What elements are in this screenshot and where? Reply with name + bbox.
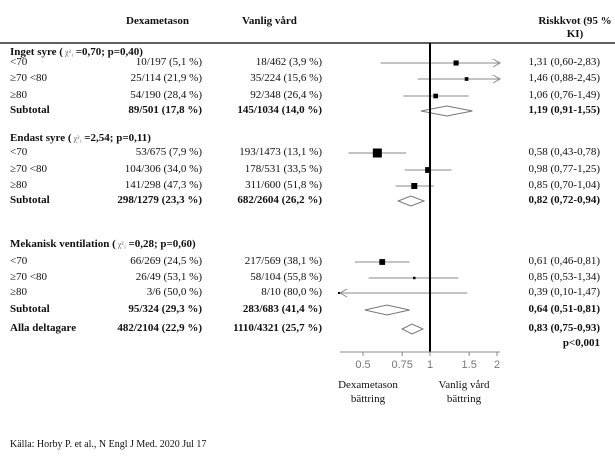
subtotal-1-label: Subtotal	[10, 194, 50, 206]
subtotal-2-rr: 0,64 (0,51-0,81)	[528, 303, 601, 315]
label-vanlig-vard: Vanlig vård	[438, 379, 490, 391]
row-0-1-usual: 35/224 (15,6 %)	[250, 72, 322, 84]
subtotal-2-label: Subtotal	[10, 303, 50, 315]
overall-p-value: p<0,001	[562, 337, 600, 349]
header-vanlig-vard: Vanlig vård	[242, 15, 297, 27]
row-2-1-usual: 58/104 (55,8 %)	[250, 271, 322, 283]
subtotal-2-usual: 283/683 (41,4 %)	[242, 303, 322, 315]
label-dexametason: Dexametason	[338, 379, 398, 391]
group-title-text: Inget syre (	[10, 46, 63, 58]
subtotal-0-label: Subtotal	[10, 104, 50, 116]
overall-diamond	[401, 323, 425, 335]
group-title-text: Mekanisk ventilation (	[10, 238, 116, 250]
row-1-0-point	[372, 148, 382, 158]
row-0-1-dex: 25/114 (21,9 %)	[130, 72, 202, 84]
row-2-0-rr: 0,61 (0,46-0,81)	[528, 255, 601, 267]
row-1-2-usual: 311/600 (51,8 %)	[245, 179, 322, 191]
group-title-0: Inget syre (χ²₁ =0,70; p=0,40)	[10, 46, 143, 59]
row-0-0-dex: 10/197 (5,1 %)	[135, 56, 202, 68]
overall-usual: 1110/4321 (25,7 %)	[233, 322, 322, 334]
subtotal-1-diamond	[396, 195, 426, 207]
row-2-2-point	[337, 292, 340, 294]
row-1-2-dex: 141/298 (47,3 %)	[124, 179, 202, 191]
row-1-1-rr: 0,98 (0,77-1,25)	[528, 163, 601, 175]
overall-rr: 0,83 (0,75-0,93)	[528, 322, 601, 334]
row-0-0-point	[453, 60, 459, 66]
source-note: Källa: Horby P. et al., N Engl J Med. 20…	[10, 439, 207, 450]
row-0-1-rr: 1,46 (0,88-2,45)	[528, 72, 601, 84]
row-1-1-label: ≥70 <80	[10, 163, 47, 175]
chi-square-symbol: χ²₁	[117, 240, 127, 249]
subtotal-2-diamond	[364, 304, 410, 316]
subtotal-2-dex: 95/324 (29,3 %)	[128, 303, 202, 315]
chi-square-symbol: χ²₁	[64, 48, 74, 57]
row-0-1-point	[464, 77, 469, 81]
row-2-2-label: ≥80	[10, 286, 28, 298]
row-2-2-dex: 3/6 (50,0 %)	[146, 286, 202, 298]
subtotal-0-diamond	[420, 105, 473, 117]
group-stat: =2,54; p=0,11)	[84, 132, 151, 144]
chi-square-symbol: χ²₁	[73, 134, 83, 143]
overall-dex: 482/2104 (22,9 %)	[117, 322, 202, 334]
subtotal-0-rr: 1,19 (0,91-1,55)	[528, 104, 601, 116]
row-1-0-usual: 193/1473 (13,1 %)	[239, 146, 322, 158]
group-stat: =0,70; p=0,40)	[75, 46, 143, 58]
header-ki: KI)	[566, 28, 584, 40]
x-tick-label: 1	[427, 359, 433, 371]
row-0-0-usual: 18/462 (3,9 %)	[255, 56, 322, 68]
row-0-1-label: ≥70 <80	[10, 72, 47, 84]
row-1-2-rr: 0,85 (0,70-1,04)	[528, 179, 601, 191]
row-0-2-dex: 54/190 (28,4 %)	[130, 89, 202, 101]
header-riskkvot: Riskkvot (95 %	[538, 15, 612, 27]
row-1-1-usual: 178/531 (33,5 %)	[244, 163, 322, 175]
row-1-0-rr: 0,58 (0,43-0,78)	[528, 146, 601, 158]
row-1-2-label: ≥80	[10, 179, 28, 191]
row-2-0-label: <70	[10, 255, 28, 267]
group-stat: =0,28; p=0,60)	[128, 238, 196, 250]
subtotal-1-dex: 298/1279 (23,3 %)	[117, 194, 202, 206]
label-vanlig-vard-battring: bättring	[446, 393, 482, 405]
row-1-2-point	[411, 183, 418, 189]
x-tick-label: 0.75	[391, 359, 412, 371]
x-tick-label: 0.5	[355, 359, 370, 371]
overall-label: Alla deltagare	[10, 322, 77, 334]
row-1-1-dex: 104/306 (34,0 %)	[124, 163, 202, 175]
row-0-0-rr: 1,31 (0,60-2,83)	[528, 56, 601, 68]
row-0-0-arrow-right-icon	[492, 58, 502, 68]
row-2-1-point	[413, 276, 416, 280]
row-2-1-label: ≥70 <80	[10, 271, 47, 283]
x-tick-label: 2	[494, 359, 500, 371]
row-0-2-usual: 92/348 (26,4 %)	[250, 89, 322, 101]
header-dexametason: Dexametason	[126, 15, 189, 27]
row-1-1-point	[425, 167, 431, 173]
group-title-1: Endast syre (χ²₁ =2,54; p=0,11)	[10, 132, 151, 145]
row-2-1-rr: 0,85 (0,53-1,34)	[528, 271, 601, 283]
row-0-2-point	[433, 93, 438, 99]
row-2-2-usual: 8/10 (80,0 %)	[261, 286, 322, 298]
row-0-2-label: ≥80	[10, 89, 28, 101]
row-1-0-dex: 53/675 (7,9 %)	[135, 146, 202, 158]
group-title-text: Endast syre (	[10, 132, 72, 144]
row-0-1-arrow-right-icon	[492, 74, 502, 84]
row-0-2-rr: 1,06 (0,76-1,49)	[528, 89, 601, 101]
row-2-2-arrow-left-icon	[338, 288, 348, 298]
x-tick-label: 1.5	[462, 359, 477, 371]
row-1-0-label: <70	[10, 146, 28, 158]
row-2-0-point	[379, 259, 386, 265]
group-title-2: Mekanisk ventilation (χ²₁ =0,28; p=0,60)	[10, 238, 196, 251]
row-0-0-label: <70	[10, 56, 28, 68]
row-2-1-dex: 26/49 (53,1 %)	[135, 271, 202, 283]
label-dexametason-battring: bättring	[350, 393, 386, 405]
row-2-0-dex: 66/269 (24,5 %)	[130, 255, 202, 267]
row-2-2-rr: 0,39 (0,10-1,47)	[528, 286, 601, 298]
subtotal-0-usual: 145/1034 (14,0 %)	[237, 104, 322, 116]
subtotal-1-rr: 0,82 (0,72-0,94)	[528, 194, 601, 206]
subtotal-0-dex: 89/501 (17,8 %)	[128, 104, 202, 116]
subtotal-1-usual: 682/2604 (26,2 %)	[237, 194, 322, 206]
row-2-0-usual: 217/569 (38,1 %)	[244, 255, 322, 267]
